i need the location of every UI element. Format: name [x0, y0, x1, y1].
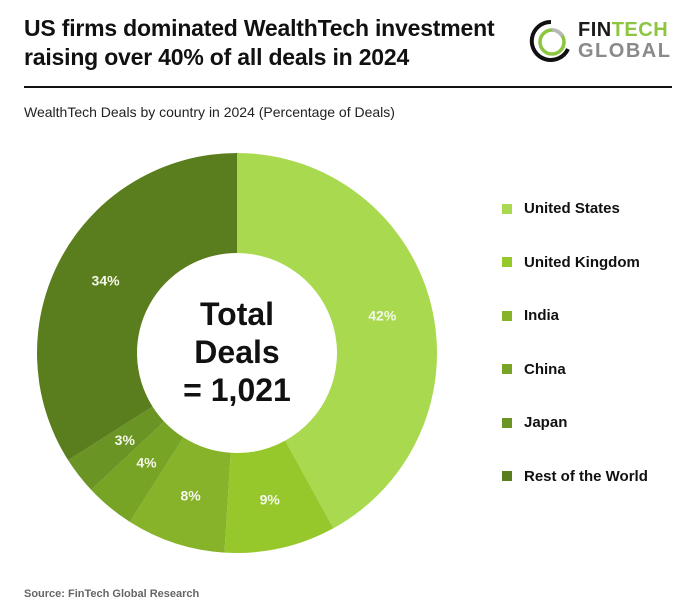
data-label: 34%	[92, 273, 121, 289]
fintech-global-logo: FINTECH GLOBAL	[528, 18, 678, 68]
donut-segment-japan	[68, 406, 165, 490]
chart-subtitle: WealthTech Deals by country in 2024 (Per…	[24, 104, 395, 120]
data-label: 8%	[181, 488, 202, 504]
title-line-2: raising over 40% of all deals in 2024	[24, 44, 410, 70]
center-label-line-1: Total	[200, 296, 274, 332]
header-divider	[24, 86, 672, 88]
source-note: Source: FinTech Global Research	[24, 588, 200, 600]
donut-segment-united-states	[237, 153, 437, 529]
legend-item-china: China	[502, 361, 566, 378]
legend-item-japan: Japan	[502, 414, 567, 431]
donut-segment-india	[129, 437, 231, 553]
logo-wordmark: FINTECH GLOBAL	[578, 20, 671, 62]
legend-swatch	[502, 364, 512, 374]
legend-swatch	[502, 257, 512, 267]
legend-label: Rest of the World	[524, 467, 648, 485]
legend-item-united-states: United States	[502, 200, 620, 217]
title-line-1: US firms dominated WealthTech investment	[24, 15, 495, 41]
donut-segment-china	[91, 421, 184, 522]
legend-label: Japan	[524, 414, 568, 431]
data-label: 9%	[260, 491, 281, 507]
legend-swatch	[502, 471, 512, 481]
logo-fin: FIN	[578, 19, 612, 41]
data-label: 4%	[136, 454, 157, 470]
legend-label: India	[524, 307, 560, 324]
legend-label: China	[524, 360, 566, 378]
legend-label: United States	[524, 200, 620, 217]
legend-item-united-kingdom: United Kingdom	[502, 254, 640, 271]
donut-segment-rest-of-the-world	[36, 153, 237, 461]
legend-item-india: India	[502, 307, 559, 324]
donut-segment-united-kingdom	[224, 440, 334, 553]
legend-label: United Kingdom	[524, 253, 640, 271]
legend-swatch	[502, 417, 512, 428]
logo-tech: TECH	[611, 19, 669, 41]
center-label-line-3: = 1,021	[183, 372, 291, 408]
center-label-line-2: Deals	[194, 334, 279, 370]
chart-title: US firms dominated WealthTech investment…	[24, 14, 514, 72]
ring-logo-icon	[529, 19, 570, 62]
legend-swatch	[502, 203, 512, 214]
data-label: 3%	[115, 432, 136, 448]
logo-global: GLOBAL	[578, 40, 672, 62]
legend-item-rest-of-the-world: Rest of the World	[502, 468, 648, 485]
data-label: 42%	[368, 308, 397, 324]
legend-swatch	[502, 310, 512, 321]
